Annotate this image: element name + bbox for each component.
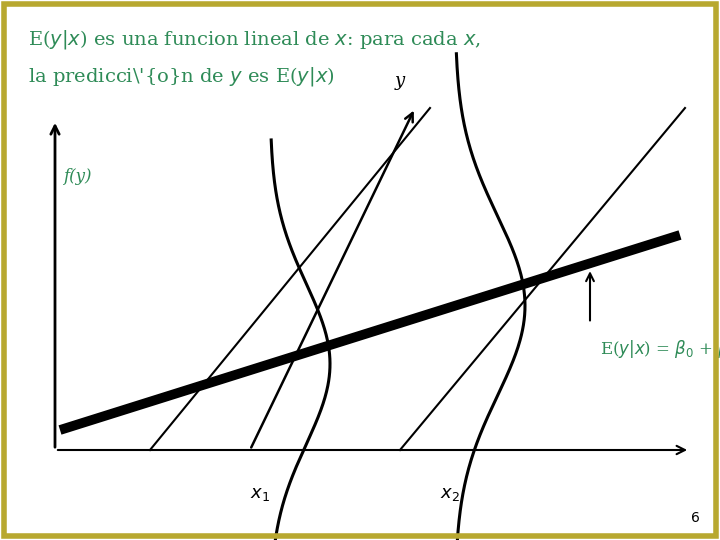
Text: $x_1$: $x_1$ <box>250 485 270 503</box>
Text: E($y|x$) = $\beta_0$ + $\beta_1 x$: E($y|x$) = $\beta_0$ + $\beta_1 x$ <box>600 338 720 360</box>
Text: la predicci\'{o}n de $y$ es E($y|x$): la predicci\'{o}n de $y$ es E($y|x$) <box>28 65 335 88</box>
Text: E($y|x$) es una funcion lineal de $x$: para cada $x$,: E($y|x$) es una funcion lineal de $x$: p… <box>28 28 481 51</box>
Text: 6: 6 <box>691 511 700 525</box>
Text: $x_2$: $x_2$ <box>440 485 460 503</box>
Text: y: y <box>395 72 405 90</box>
Text: f(y): f(y) <box>63 168 91 185</box>
